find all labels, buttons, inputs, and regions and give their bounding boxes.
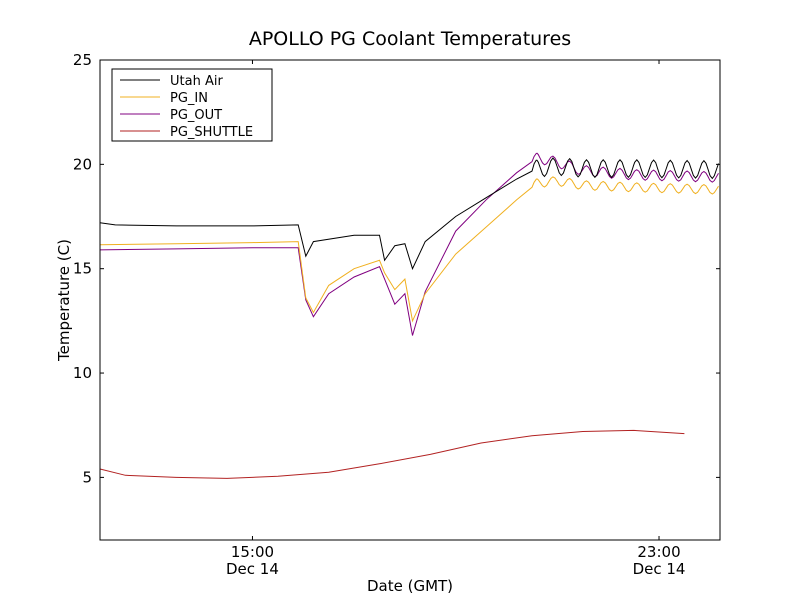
y-tick-label: 10 [73, 364, 92, 382]
x-tick-label-time: 23:00 [637, 543, 680, 561]
series-layer [99, 152, 719, 479]
chart-title: APOLLO PG Coolant Temperatures [249, 28, 571, 50]
y-tick-label: 15 [73, 260, 92, 278]
legend-label: PG_OUT [170, 108, 222, 123]
y-tick-label: 25 [73, 51, 92, 69]
legend: Utah Air PG_IN PG_OUT PG_SHUTTLE [111, 68, 273, 142]
y-tick-label: 20 [73, 155, 92, 173]
series-line-pg-out [99, 152, 719, 336]
x-axis-label: Date (GMT) [367, 577, 453, 595]
plot-frame [99, 59, 721, 541]
y-tick-label: 5 [82, 468, 92, 486]
series-line-utah-air [99, 157, 719, 271]
x-tick-label-date: Dec 14 [226, 560, 279, 578]
legend-label: PG_SHUTTLE [170, 125, 253, 140]
series-line-pg-in [99, 176, 719, 323]
legend-box [111, 68, 273, 142]
legend-label: PG_IN [170, 91, 208, 106]
x-tick-label-date: Dec 14 [633, 560, 686, 578]
series-line-pg-shuttle [99, 429, 685, 479]
y-axis-label: Temperature (C) [55, 239, 73, 362]
x-tick-label-time: 15:00 [231, 543, 274, 561]
legend-label: Utah Air [170, 74, 223, 89]
